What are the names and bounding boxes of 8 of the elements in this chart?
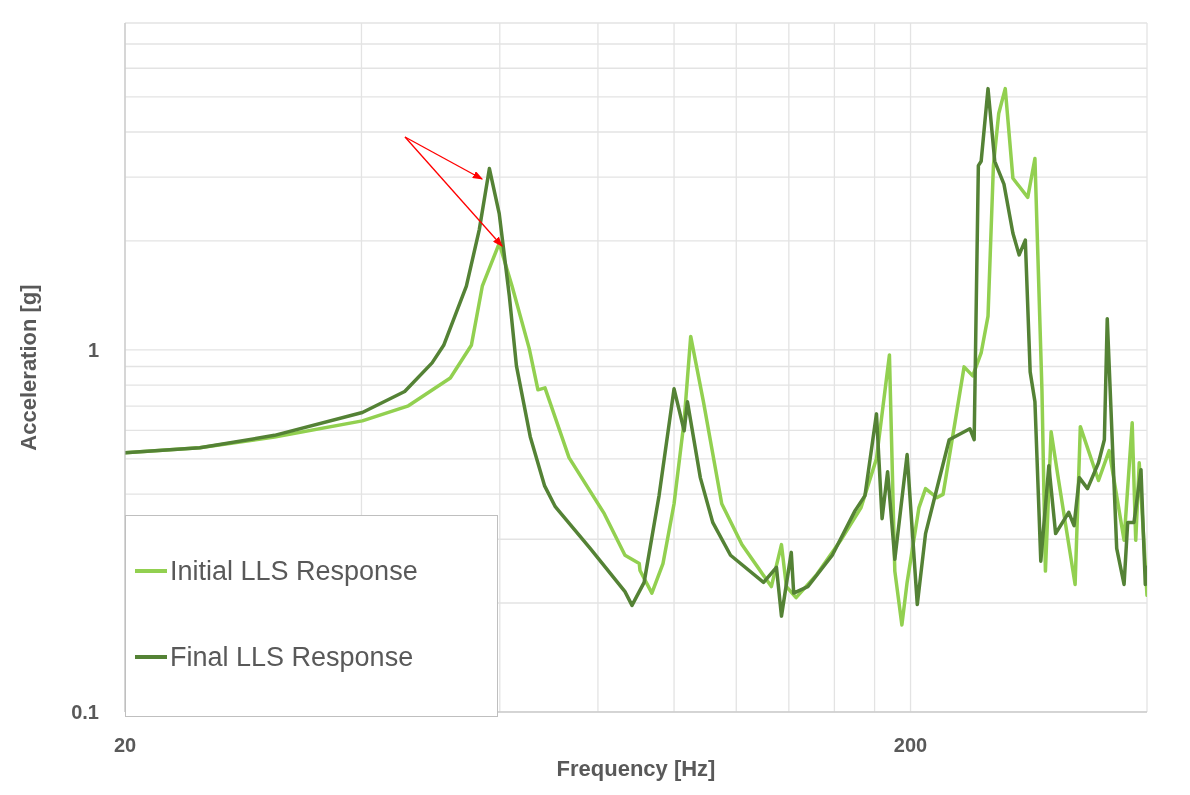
legend-label: Final LLS Response (170, 641, 414, 673)
y-tick-label: 1 (87, 339, 99, 362)
y-axis-title: Acceleration [g] (15, 284, 41, 451)
x-tick-label: 200 (893, 734, 928, 757)
x-axis-title: Frequency [Hz] (556, 756, 716, 781)
legend-label: Initial LLS Response (170, 555, 418, 587)
y-tick-label: 0.1 (71, 701, 99, 724)
x-tick-label: 20 (113, 734, 137, 757)
